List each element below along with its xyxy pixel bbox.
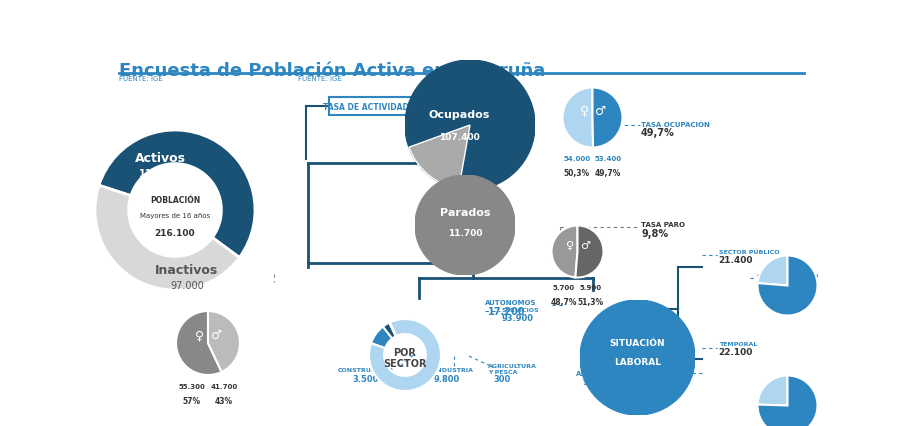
Text: 68.800: 68.800 bbox=[757, 280, 792, 289]
Text: 300: 300 bbox=[494, 374, 511, 383]
Text: 90.200: 90.200 bbox=[582, 377, 620, 387]
Text: 43%: 43% bbox=[215, 397, 233, 406]
Text: 22.100: 22.100 bbox=[718, 348, 753, 357]
Text: FUENTE: IGE: FUENTE: IGE bbox=[119, 76, 162, 82]
Text: 9.800: 9.800 bbox=[434, 374, 461, 383]
Text: Activos: Activos bbox=[135, 152, 186, 164]
Text: Ocupados: Ocupados bbox=[429, 109, 490, 120]
Wedge shape bbox=[758, 256, 788, 285]
Text: SECTOR PÚBLICO: SECTOR PÚBLICO bbox=[718, 250, 779, 255]
Text: TASA OCUPACIÓN: TASA OCUPACIÓN bbox=[641, 121, 710, 128]
Text: SITUACIÓN: SITUACIÓN bbox=[609, 339, 665, 348]
Text: 57%: 57% bbox=[183, 397, 201, 406]
Wedge shape bbox=[758, 375, 788, 406]
Text: 50,3%: 50,3% bbox=[563, 169, 590, 178]
Wedge shape bbox=[208, 311, 240, 372]
Text: 93.900: 93.900 bbox=[501, 314, 534, 322]
Text: SECTOR PRIVADO: SECTOR PRIVADO bbox=[757, 273, 819, 279]
Text: 53.400: 53.400 bbox=[595, 156, 622, 162]
Text: 55.300: 55.300 bbox=[178, 384, 205, 390]
Text: 9,8%: 9,8% bbox=[641, 229, 668, 239]
Text: ♂: ♂ bbox=[595, 104, 607, 118]
Text: AUTÓNOMOS: AUTÓNOMOS bbox=[484, 300, 536, 306]
Text: TASA DE ACTIVIDAD 55,1%: TASA DE ACTIVIDAD 55,1% bbox=[322, 103, 437, 112]
Text: AGRICULTURA
Y PESCA: AGRICULTURA Y PESCA bbox=[489, 364, 537, 374]
Text: ♂: ♂ bbox=[580, 241, 590, 251]
Text: 49,7%: 49,7% bbox=[641, 128, 675, 138]
Wedge shape bbox=[758, 256, 817, 316]
Text: 51,3%: 51,3% bbox=[578, 298, 604, 307]
Text: ♀: ♀ bbox=[194, 329, 203, 342]
Text: LABORAL: LABORAL bbox=[614, 357, 661, 367]
Text: 41.700: 41.700 bbox=[211, 384, 238, 390]
Text: 119.100: 119.100 bbox=[139, 169, 183, 179]
Text: 17.200: 17.200 bbox=[488, 307, 525, 317]
Wedge shape bbox=[389, 322, 396, 336]
Wedge shape bbox=[758, 375, 817, 426]
Text: ♂: ♂ bbox=[212, 329, 222, 342]
Text: 107.400: 107.400 bbox=[439, 133, 480, 143]
Text: 49,7%: 49,7% bbox=[595, 169, 621, 178]
Text: INDUSTRIA: INDUSTRIA bbox=[434, 368, 473, 373]
Text: 11.700: 11.700 bbox=[448, 228, 482, 238]
Text: 48,7%: 48,7% bbox=[551, 298, 577, 307]
Wedge shape bbox=[592, 87, 623, 147]
Wedge shape bbox=[176, 311, 221, 375]
Text: SECTOR: SECTOR bbox=[383, 359, 427, 369]
Text: CONSTRUCCIÓN: CONSTRUCCIÓN bbox=[338, 368, 393, 373]
Wedge shape bbox=[562, 87, 593, 147]
Text: POBLACIÓN: POBLACIÓN bbox=[150, 196, 200, 205]
Text: ASALARIADOS: ASALARIADOS bbox=[576, 371, 632, 377]
Text: Encuesta de Población Activa en A Coruña: Encuesta de Población Activa en A Coruña bbox=[119, 62, 545, 80]
Wedge shape bbox=[552, 225, 578, 277]
Wedge shape bbox=[409, 125, 470, 189]
Wedge shape bbox=[369, 319, 441, 391]
Text: TEMPORAL: TEMPORAL bbox=[718, 342, 757, 347]
Text: 68.100: 68.100 bbox=[599, 374, 634, 383]
Text: 97.000: 97.000 bbox=[170, 281, 204, 291]
Text: 3.500: 3.500 bbox=[353, 374, 379, 383]
Wedge shape bbox=[575, 225, 604, 277]
Text: POR: POR bbox=[393, 348, 417, 358]
Text: ♀: ♀ bbox=[566, 241, 574, 251]
Text: 21.400: 21.400 bbox=[718, 256, 753, 265]
Text: SERVICIOS: SERVICIOS bbox=[501, 308, 539, 313]
Text: FUENTE: IGE: FUENTE: IGE bbox=[299, 76, 342, 82]
Text: 5.900: 5.900 bbox=[580, 285, 602, 291]
Text: INDEFINIDO: INDEFINIDO bbox=[593, 368, 635, 373]
Text: Inactivos: Inactivos bbox=[156, 264, 219, 276]
Wedge shape bbox=[371, 326, 392, 348]
Wedge shape bbox=[383, 322, 396, 339]
Text: 216.100: 216.100 bbox=[155, 230, 195, 239]
Text: Mayores de 16 años: Mayores de 16 años bbox=[140, 213, 210, 219]
Text: 5.700: 5.700 bbox=[553, 285, 575, 291]
Text: 54.000: 54.000 bbox=[563, 156, 590, 162]
Wedge shape bbox=[95, 185, 239, 290]
Circle shape bbox=[405, 60, 535, 190]
Circle shape bbox=[580, 300, 695, 415]
Text: Parados: Parados bbox=[440, 208, 490, 218]
Text: TASA PARO: TASA PARO bbox=[641, 222, 685, 228]
Wedge shape bbox=[99, 130, 255, 257]
Circle shape bbox=[415, 175, 515, 275]
Text: ♀: ♀ bbox=[580, 104, 589, 118]
FancyBboxPatch shape bbox=[328, 97, 431, 115]
